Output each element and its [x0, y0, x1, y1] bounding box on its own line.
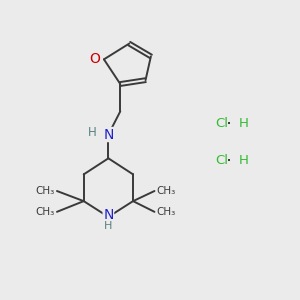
Text: CH₃: CH₃	[157, 207, 176, 217]
Text: N: N	[103, 208, 114, 222]
Text: Cl: Cl	[215, 154, 228, 167]
Text: H: H	[238, 154, 248, 167]
Text: CH₃: CH₃	[35, 207, 55, 217]
Text: O: O	[89, 52, 100, 66]
Text: Cl: Cl	[215, 117, 228, 130]
Text: H: H	[88, 126, 97, 139]
Text: CH₃: CH₃	[35, 186, 55, 196]
Text: H: H	[104, 221, 112, 231]
Text: H: H	[238, 117, 248, 130]
Text: CH₃: CH₃	[157, 186, 176, 196]
Text: N: N	[103, 128, 114, 142]
